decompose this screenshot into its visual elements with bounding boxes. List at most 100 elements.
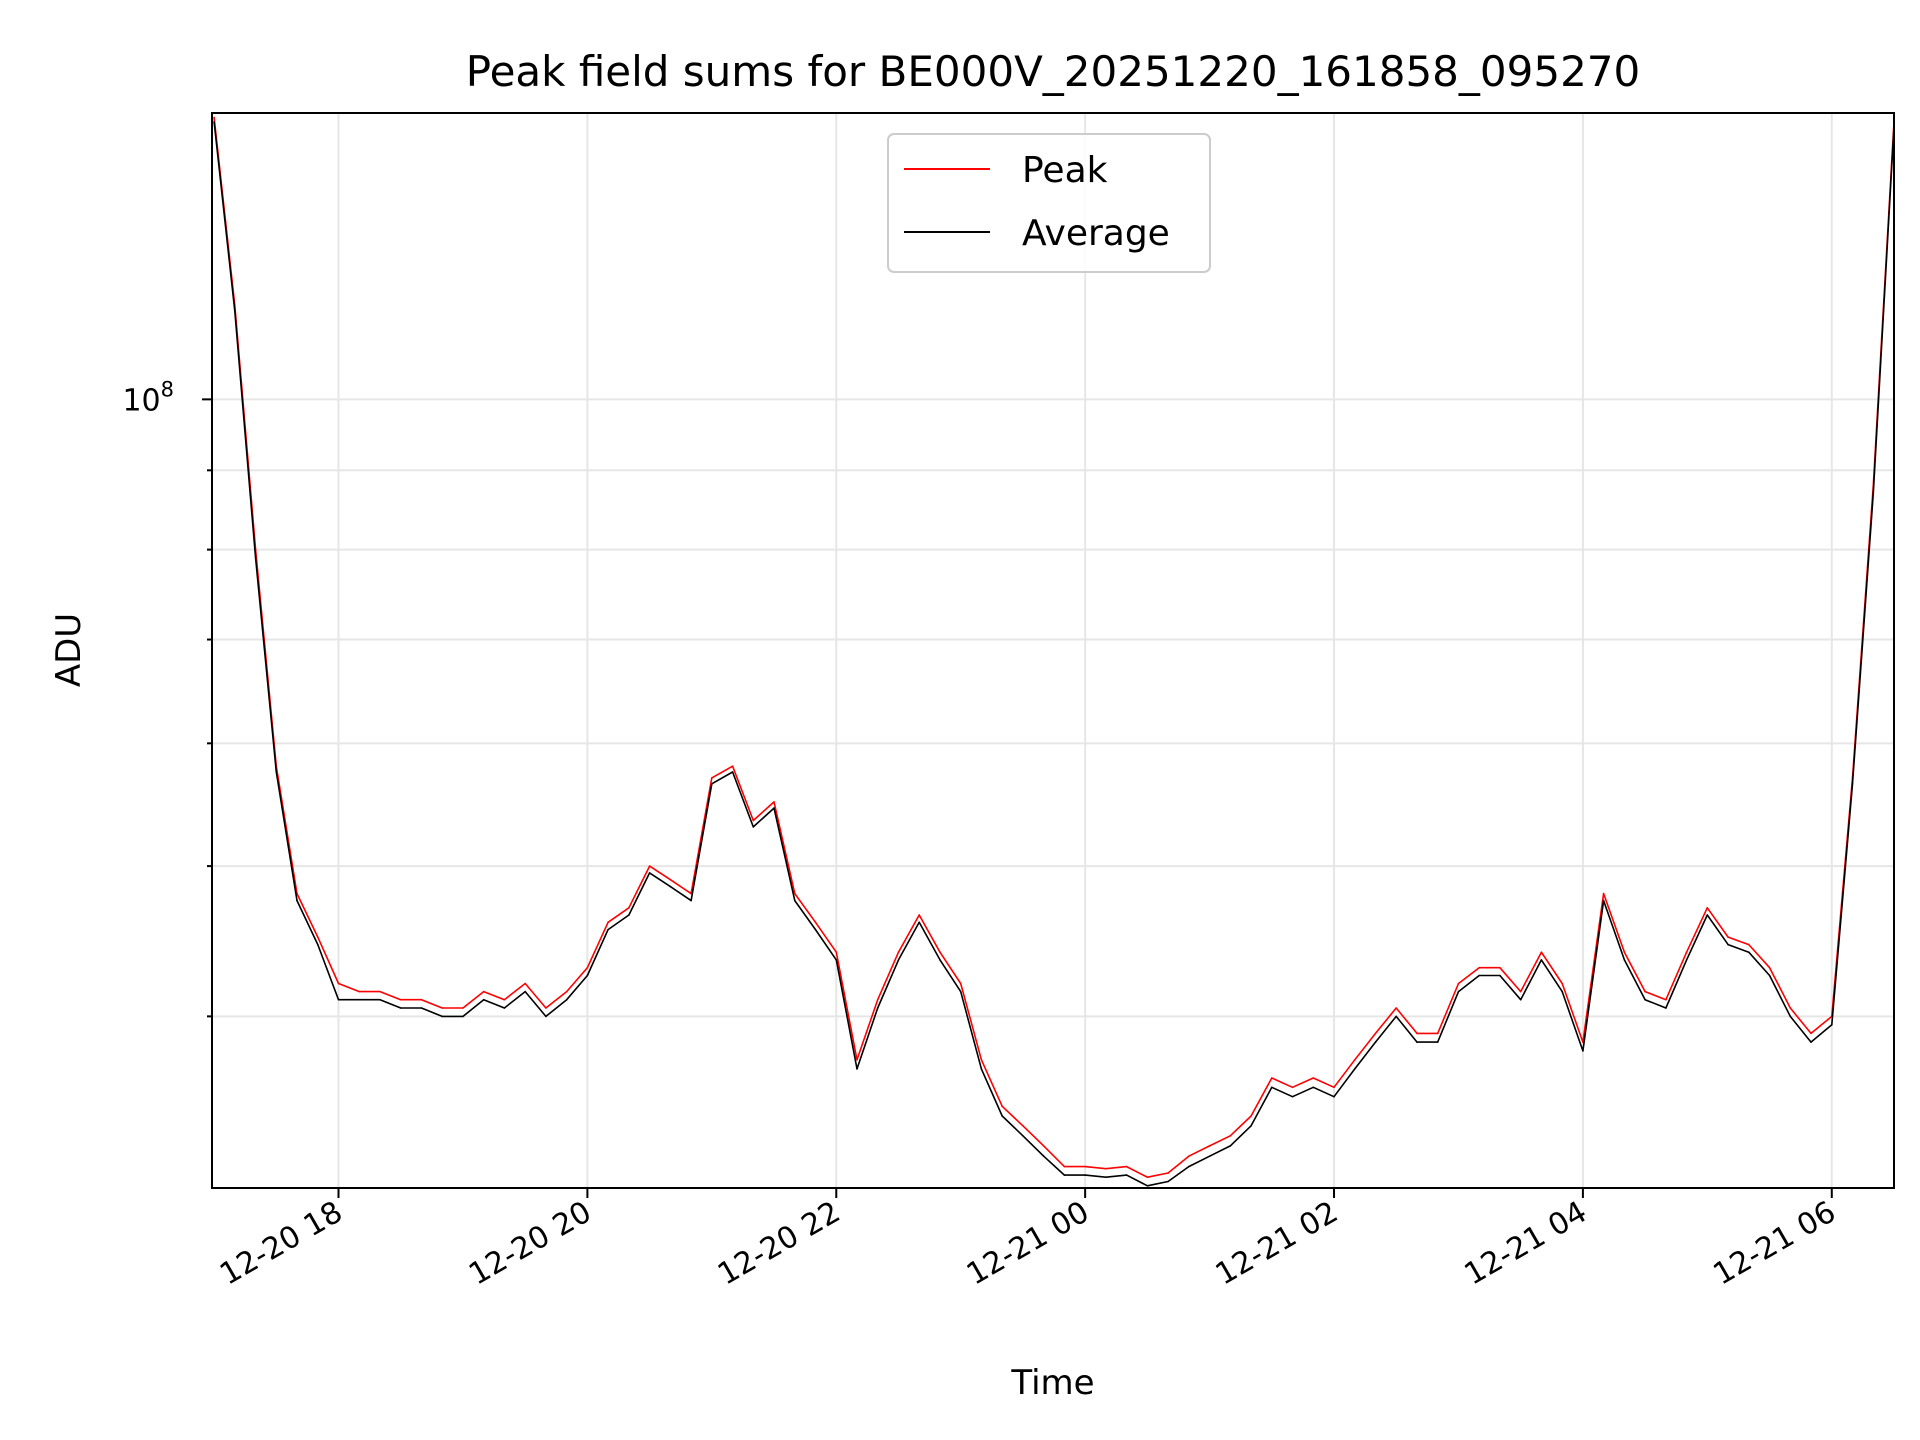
- data-point-average: [1478, 974, 1480, 977]
- data-point-average: [1084, 1174, 1086, 1176]
- data-point-average: [752, 826, 755, 828]
- data-point-average: [876, 1007, 879, 1009]
- data-point-average: [399, 1007, 402, 1009]
- data-point-peak: [669, 878, 672, 881]
- data-point-peak: [1602, 892, 1605, 895]
- data-point-average: [1499, 974, 1501, 977]
- data-point-peak: [1395, 1007, 1397, 1009]
- data-point-average: [1001, 1115, 1003, 1117]
- data-point-peak: [1271, 1077, 1273, 1079]
- data-point-average: [441, 1015, 444, 1018]
- plot-frame: [211, 112, 1895, 1189]
- series-line-average: [213, 121, 1895, 1187]
- data-point-average: [462, 1015, 464, 1018]
- data-point-peak: [1333, 1086, 1335, 1089]
- data-point-average: [586, 974, 589, 977]
- data-point-average: [275, 771, 278, 773]
- data-point-peak: [1623, 951, 1626, 953]
- data-point-average: [1540, 959, 1543, 961]
- data-point-peak: [1167, 1172, 1169, 1174]
- data-point-average: [835, 959, 838, 961]
- data-point-peak: [1250, 1115, 1252, 1117]
- data-point-peak: [1436, 1032, 1439, 1035]
- data-point-average: [296, 899, 298, 902]
- data-point-average: [1582, 1050, 1584, 1052]
- data-point-average: [1312, 1086, 1315, 1089]
- legend: Peak Average: [887, 133, 1211, 273]
- data-point-peak: [752, 819, 755, 822]
- data-point-peak: [420, 998, 423, 1001]
- chart-title: Peak field sums for BE000V_20251220_1618…: [466, 47, 1640, 96]
- data-point-peak: [1125, 1165, 1128, 1168]
- data-point-average: [1105, 1176, 1107, 1178]
- data-point-average: [897, 959, 900, 961]
- data-point-average: [1457, 990, 1460, 993]
- data-point-peak: [939, 951, 941, 953]
- data-point-average: [1561, 990, 1563, 993]
- data-point-average: [254, 557, 257, 559]
- data-point-average: [1354, 1068, 1356, 1070]
- data-point-average: [1665, 1007, 1667, 1009]
- data-point-average: [1250, 1125, 1252, 1127]
- data-point-average: [1789, 1015, 1792, 1018]
- data-point-average: [545, 1015, 547, 1018]
- data-point-average: [711, 783, 713, 785]
- data-point-average: [1042, 1155, 1045, 1157]
- data-point-average: [1685, 959, 1688, 961]
- data-point-peak: [317, 936, 319, 938]
- data-point-average: [213, 121, 215, 123]
- data-point-peak: [980, 1059, 983, 1061]
- data-point-peak: [1063, 1165, 1066, 1168]
- data-point-peak: [1312, 1077, 1315, 1079]
- data-point-average: [524, 990, 526, 993]
- data-point-peak: [1042, 1145, 1045, 1147]
- data-point-peak: [1146, 1176, 1149, 1178]
- data-point-peak: [648, 865, 651, 867]
- data-point-average: [337, 998, 340, 1001]
- data-point-peak: [1208, 1145, 1211, 1147]
- data-point-average: [1623, 959, 1626, 961]
- data-point-average: [234, 310, 236, 312]
- data-point-peak: [565, 990, 568, 993]
- data-point-average: [959, 990, 962, 993]
- data-point-peak: [213, 116, 215, 119]
- data-point-peak: [524, 982, 526, 985]
- data-point-average: [1872, 492, 1875, 494]
- data-point-peak: [1789, 1007, 1792, 1009]
- legend-peak-label: Peak: [1022, 150, 1108, 191]
- data-point-average: [1768, 974, 1771, 977]
- data-point-peak: [607, 921, 609, 924]
- data-point-average: [1395, 1015, 1397, 1018]
- data-point-average: [1333, 1095, 1335, 1098]
- data-point-average: [1727, 943, 1729, 946]
- data-point-peak: [1768, 966, 1771, 969]
- data-point-peak: [835, 951, 838, 953]
- data-point-peak: [1188, 1155, 1190, 1157]
- data-point-average: [482, 998, 485, 1001]
- data-point-average: [1374, 1041, 1377, 1043]
- data-point-average: [1706, 914, 1709, 916]
- data-point-peak: [897, 951, 900, 953]
- data-point-peak: [1727, 936, 1729, 938]
- data-point-average: [690, 899, 692, 902]
- data-point-average: [1291, 1095, 1294, 1098]
- data-point-average: [1167, 1180, 1169, 1183]
- data-point-peak: [876, 998, 879, 1001]
- data-point-average: [503, 1007, 506, 1009]
- data-point-peak: [1478, 966, 1480, 969]
- data-point-average: [980, 1068, 983, 1070]
- data-point-average: [1229, 1145, 1232, 1147]
- data-point-peak: [358, 990, 361, 993]
- data-point-average: [420, 1007, 423, 1009]
- data-point-average: [669, 885, 672, 888]
- legend-average-label: Average: [1022, 213, 1170, 254]
- data-point-average: [1188, 1165, 1190, 1168]
- data-point-average: [1831, 1024, 1833, 1026]
- data-point-peak: [1354, 1059, 1356, 1061]
- data-point-average: [918, 921, 920, 924]
- data-point-peak: [1374, 1032, 1377, 1035]
- data-point-average: [1063, 1174, 1066, 1176]
- data-point-peak: [1561, 982, 1563, 985]
- data-point-average: [794, 899, 796, 902]
